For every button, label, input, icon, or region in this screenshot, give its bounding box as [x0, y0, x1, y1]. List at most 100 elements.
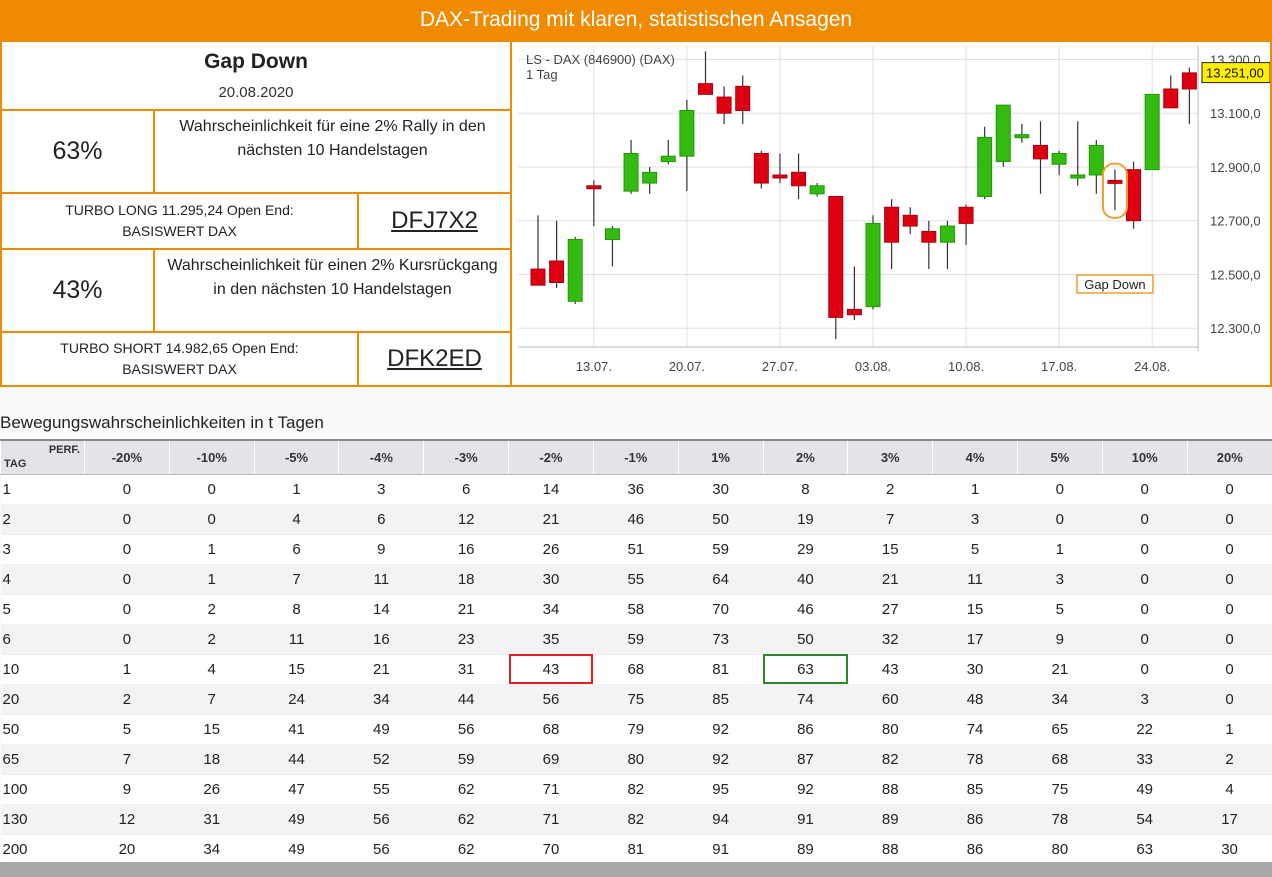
table-cell: 36	[593, 474, 679, 505]
table-cell: 40	[763, 564, 848, 595]
table-cell: 1	[169, 564, 255, 595]
table-row: 6 0 2 11 16 23 35 59 73 50 32 17 9 0 0	[0, 624, 1272, 655]
table-cell: 0	[1102, 474, 1188, 505]
table-cell: 18	[423, 564, 509, 595]
table-cell: 95	[678, 774, 763, 805]
table-cell: 4	[169, 654, 255, 685]
long-turbo-link[interactable]: DFJ7X2	[359, 194, 510, 250]
table-cell: 49	[254, 804, 339, 835]
table-cell: 56	[338, 834, 424, 865]
table-cell: 0	[1187, 504, 1272, 535]
table-cell: 17	[932, 624, 1018, 655]
table-cell: 11	[254, 624, 339, 655]
signal-panel: Gap Down 20.08.2020 63% Wahrscheinlichke…	[0, 40, 1272, 387]
table-cell: 15	[169, 714, 255, 745]
table-row: 3 0 1 6 9 16 26 51 59 29 15 5 1 0 0	[0, 534, 1272, 565]
column-header: 5%	[1016, 439, 1103, 475]
table-row: 2 0 0 4 6 12 21 46 50 19 7 3 0 0 0	[0, 504, 1272, 535]
signal-title: Gap Down	[204, 50, 308, 73]
row-tag-cell: 130	[0, 804, 85, 835]
table-cell: 82	[847, 744, 933, 775]
table-row: 1 0 0 1 3 6 14 36 30 8 2 1 0 0 0	[0, 474, 1272, 505]
table-cell: 2	[84, 684, 170, 715]
table-cell: 0	[1102, 594, 1188, 625]
x-tick-label: 24.08.	[1134, 359, 1170, 374]
table-cell: 0	[84, 504, 170, 535]
table-cell: 47	[254, 774, 339, 805]
table-cell: 0	[1017, 474, 1103, 505]
candle-up	[809, 185, 825, 195]
x-tick-label: 13.07.	[576, 359, 612, 374]
table-cell: 79	[593, 714, 679, 745]
table-cell: 19	[763, 504, 848, 535]
table-cell: 2	[169, 624, 255, 655]
column-header: 1%	[677, 439, 763, 475]
table-cell: 1	[1017, 534, 1103, 565]
table-cell: 21	[1017, 654, 1103, 685]
table-cell: 16	[423, 534, 509, 565]
column-header: -4%	[338, 439, 424, 475]
short-turbo-line1: TURBO SHORT 14.982,65 Open End:	[60, 340, 299, 356]
table-cell: 3	[1017, 564, 1103, 595]
table-cell: 86	[932, 834, 1018, 865]
row-tag-cell: 100	[0, 774, 85, 805]
table-cell: 0	[1187, 534, 1272, 565]
candle-up	[995, 104, 1011, 163]
table-cell: 82	[593, 804, 679, 835]
table-cell: 49	[338, 714, 424, 745]
y-tick-label: 12.300,0	[1210, 321, 1261, 336]
candle-down	[735, 85, 751, 111]
table-row: 130 12 31 49 56 62 71 82 94 91 89 86 78 54 17	[0, 804, 1272, 835]
candle-up	[1070, 174, 1086, 179]
row-tag-cell: 1	[0, 474, 85, 505]
table-cell: 6	[254, 534, 339, 565]
y-tick-label: 12.900,0	[1210, 160, 1261, 175]
table-cell: 85	[678, 684, 763, 715]
table-cell: 63	[1102, 834, 1188, 865]
probability-table: PERF. TAG -20% -10% -5% -4% -3% -2% -1% 1% 2% 3% 4…	[0, 439, 1272, 865]
table-cell: 89	[763, 834, 848, 865]
candle-down	[1033, 144, 1048, 160]
long-turbo-line1: TURBO LONG 11.295,24 Open End:	[65, 202, 294, 218]
table-cell: 8	[763, 474, 848, 505]
row-tag-cell: 3	[0, 534, 85, 565]
table-cell: 88	[847, 834, 933, 865]
page-banner: DAX-Trading mit klaren, statistischen An…	[0, 0, 1272, 40]
table-cell: 6	[338, 504, 424, 535]
table-cell: 86	[932, 804, 1018, 835]
table-cell: 44	[423, 684, 509, 715]
long-turbo-line2: BASISWERT DAX	[122, 223, 237, 239]
table-cell: 4	[1187, 774, 1272, 805]
table-cell: 14	[508, 474, 594, 505]
table-cell: 27	[847, 594, 933, 625]
bottom-scrollbar[interactable]	[0, 862, 1272, 877]
table-cell: 56	[423, 714, 509, 745]
short-desc-line1: Wahrscheinlichkeit für einen 2% Kursrück…	[167, 257, 498, 274]
table-cell: 60	[847, 684, 933, 715]
column-header: 2%	[762, 439, 848, 475]
table-cell: 62	[423, 774, 509, 805]
table-cell: 1	[932, 474, 1018, 505]
table-cell: 54	[1102, 804, 1188, 835]
table-cell: 3	[338, 474, 424, 505]
gap-down-marker	[1101, 162, 1128, 219]
candle-down	[828, 196, 844, 318]
table-cell: 69	[508, 744, 594, 775]
x-tick-label: 27.07.	[762, 359, 798, 374]
short-turbo-link[interactable]: DFK2ED	[387, 345, 482, 372]
table-cell: 30	[932, 654, 1018, 685]
table-cell: 18	[169, 744, 255, 775]
table-cell: 78	[1017, 804, 1103, 835]
table-row: 4 0 1 7 11 18 30 55 64 40 21 11 3 0 0	[0, 564, 1272, 595]
column-header: -20%	[84, 439, 170, 475]
row-tag-cell: 2	[0, 504, 85, 535]
table-cell: 71	[508, 774, 594, 805]
table-cell: 0	[1187, 684, 1272, 715]
table-cell: 55	[593, 564, 679, 595]
table-cell: 68	[1017, 744, 1103, 775]
candle-up	[679, 110, 695, 157]
table-cell: 3	[932, 504, 1018, 535]
table-cell: 0	[169, 474, 255, 505]
column-header: 10%	[1101, 439, 1188, 475]
table-cell: 0	[1187, 654, 1272, 685]
